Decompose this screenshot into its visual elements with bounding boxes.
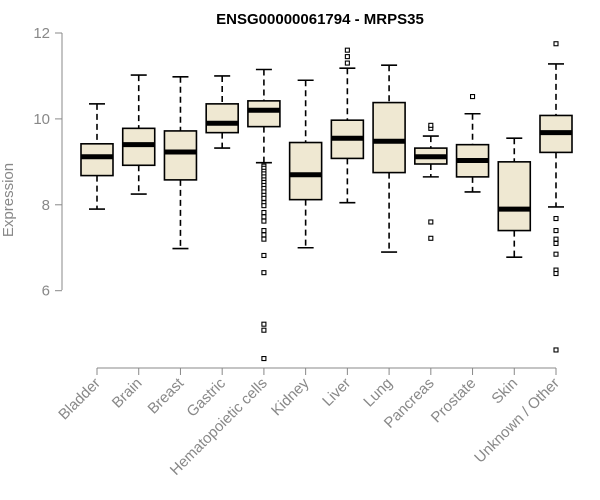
outlier-point: [553, 240, 559, 246]
outlier-point: [261, 270, 267, 276]
outlier-point: [344, 54, 350, 60]
outlier-point: [428, 219, 434, 225]
box-group: [288, 79, 323, 249]
box-group: [414, 122, 448, 241]
x-tick-label: Lung: [360, 375, 396, 411]
box-iqr: [247, 100, 281, 128]
y-tick-label: 12: [33, 25, 50, 42]
box-group: [163, 76, 198, 250]
outlier-point: [261, 252, 267, 259]
x-tick-label: Breast: [145, 374, 188, 417]
outlier-point: [344, 60, 350, 66]
x-tick-label: Brain: [109, 375, 146, 412]
box-group: [372, 64, 406, 253]
outlier-point: [553, 215, 559, 222]
x-tick-label: Kidney: [268, 374, 313, 419]
outlier-point: [553, 270, 559, 277]
box-group: [247, 68, 281, 362]
y-tick-label: 10: [33, 111, 50, 128]
box-group: [539, 41, 573, 353]
box-group: [80, 103, 114, 210]
outlier-point: [261, 218, 267, 224]
chart-title: ENSG00000061794 - MRPS35: [216, 11, 424, 28]
box-group: [497, 137, 532, 258]
y-axis-ticks: 6 8 10 12: [33, 25, 62, 300]
box-iqr: [80, 143, 114, 177]
x-tick-label: Prostate: [428, 375, 480, 427]
box-group: [121, 74, 156, 195]
outlier-point: [261, 236, 267, 242]
x-tick-label: Skin: [488, 375, 521, 408]
outlier-point: [261, 209, 267, 216]
box-iqr: [163, 130, 198, 181]
x-tick-label: Liver: [319, 375, 354, 410]
outlier-point: [261, 203, 267, 209]
outlier-point: [261, 321, 267, 327]
box-iqr: [205, 103, 239, 134]
box-group: [205, 75, 239, 149]
outlier-point: [261, 327, 267, 333]
box-group: [330, 47, 365, 204]
outlier-point: [261, 228, 267, 234]
outlier-point: [261, 356, 267, 362]
outlier-point: [261, 232, 267, 238]
outlier-point: [469, 94, 476, 100]
outlier-point: [261, 214, 267, 220]
outlier-point: [553, 41, 559, 47]
outlier-point: [553, 347, 559, 353]
outlier-point: [553, 251, 559, 257]
box-iqr: [372, 101, 406, 174]
box-series: [80, 41, 573, 362]
box-iqr: [497, 161, 532, 232]
outlier-point: [428, 122, 434, 128]
outlier-point: [261, 195, 267, 201]
y-tick-label: 6: [42, 283, 50, 300]
outlier-point: [553, 228, 559, 234]
outlier-point: [344, 47, 350, 53]
box-iqr: [288, 141, 323, 201]
outlier-point: [553, 236, 559, 242]
y-tick-label: 8: [42, 197, 50, 214]
outlier-point: [428, 235, 434, 241]
y-axis-label: Expression: [0, 163, 17, 237]
box-group: [455, 94, 490, 193]
x-tick-label: Bladder: [55, 375, 104, 424]
